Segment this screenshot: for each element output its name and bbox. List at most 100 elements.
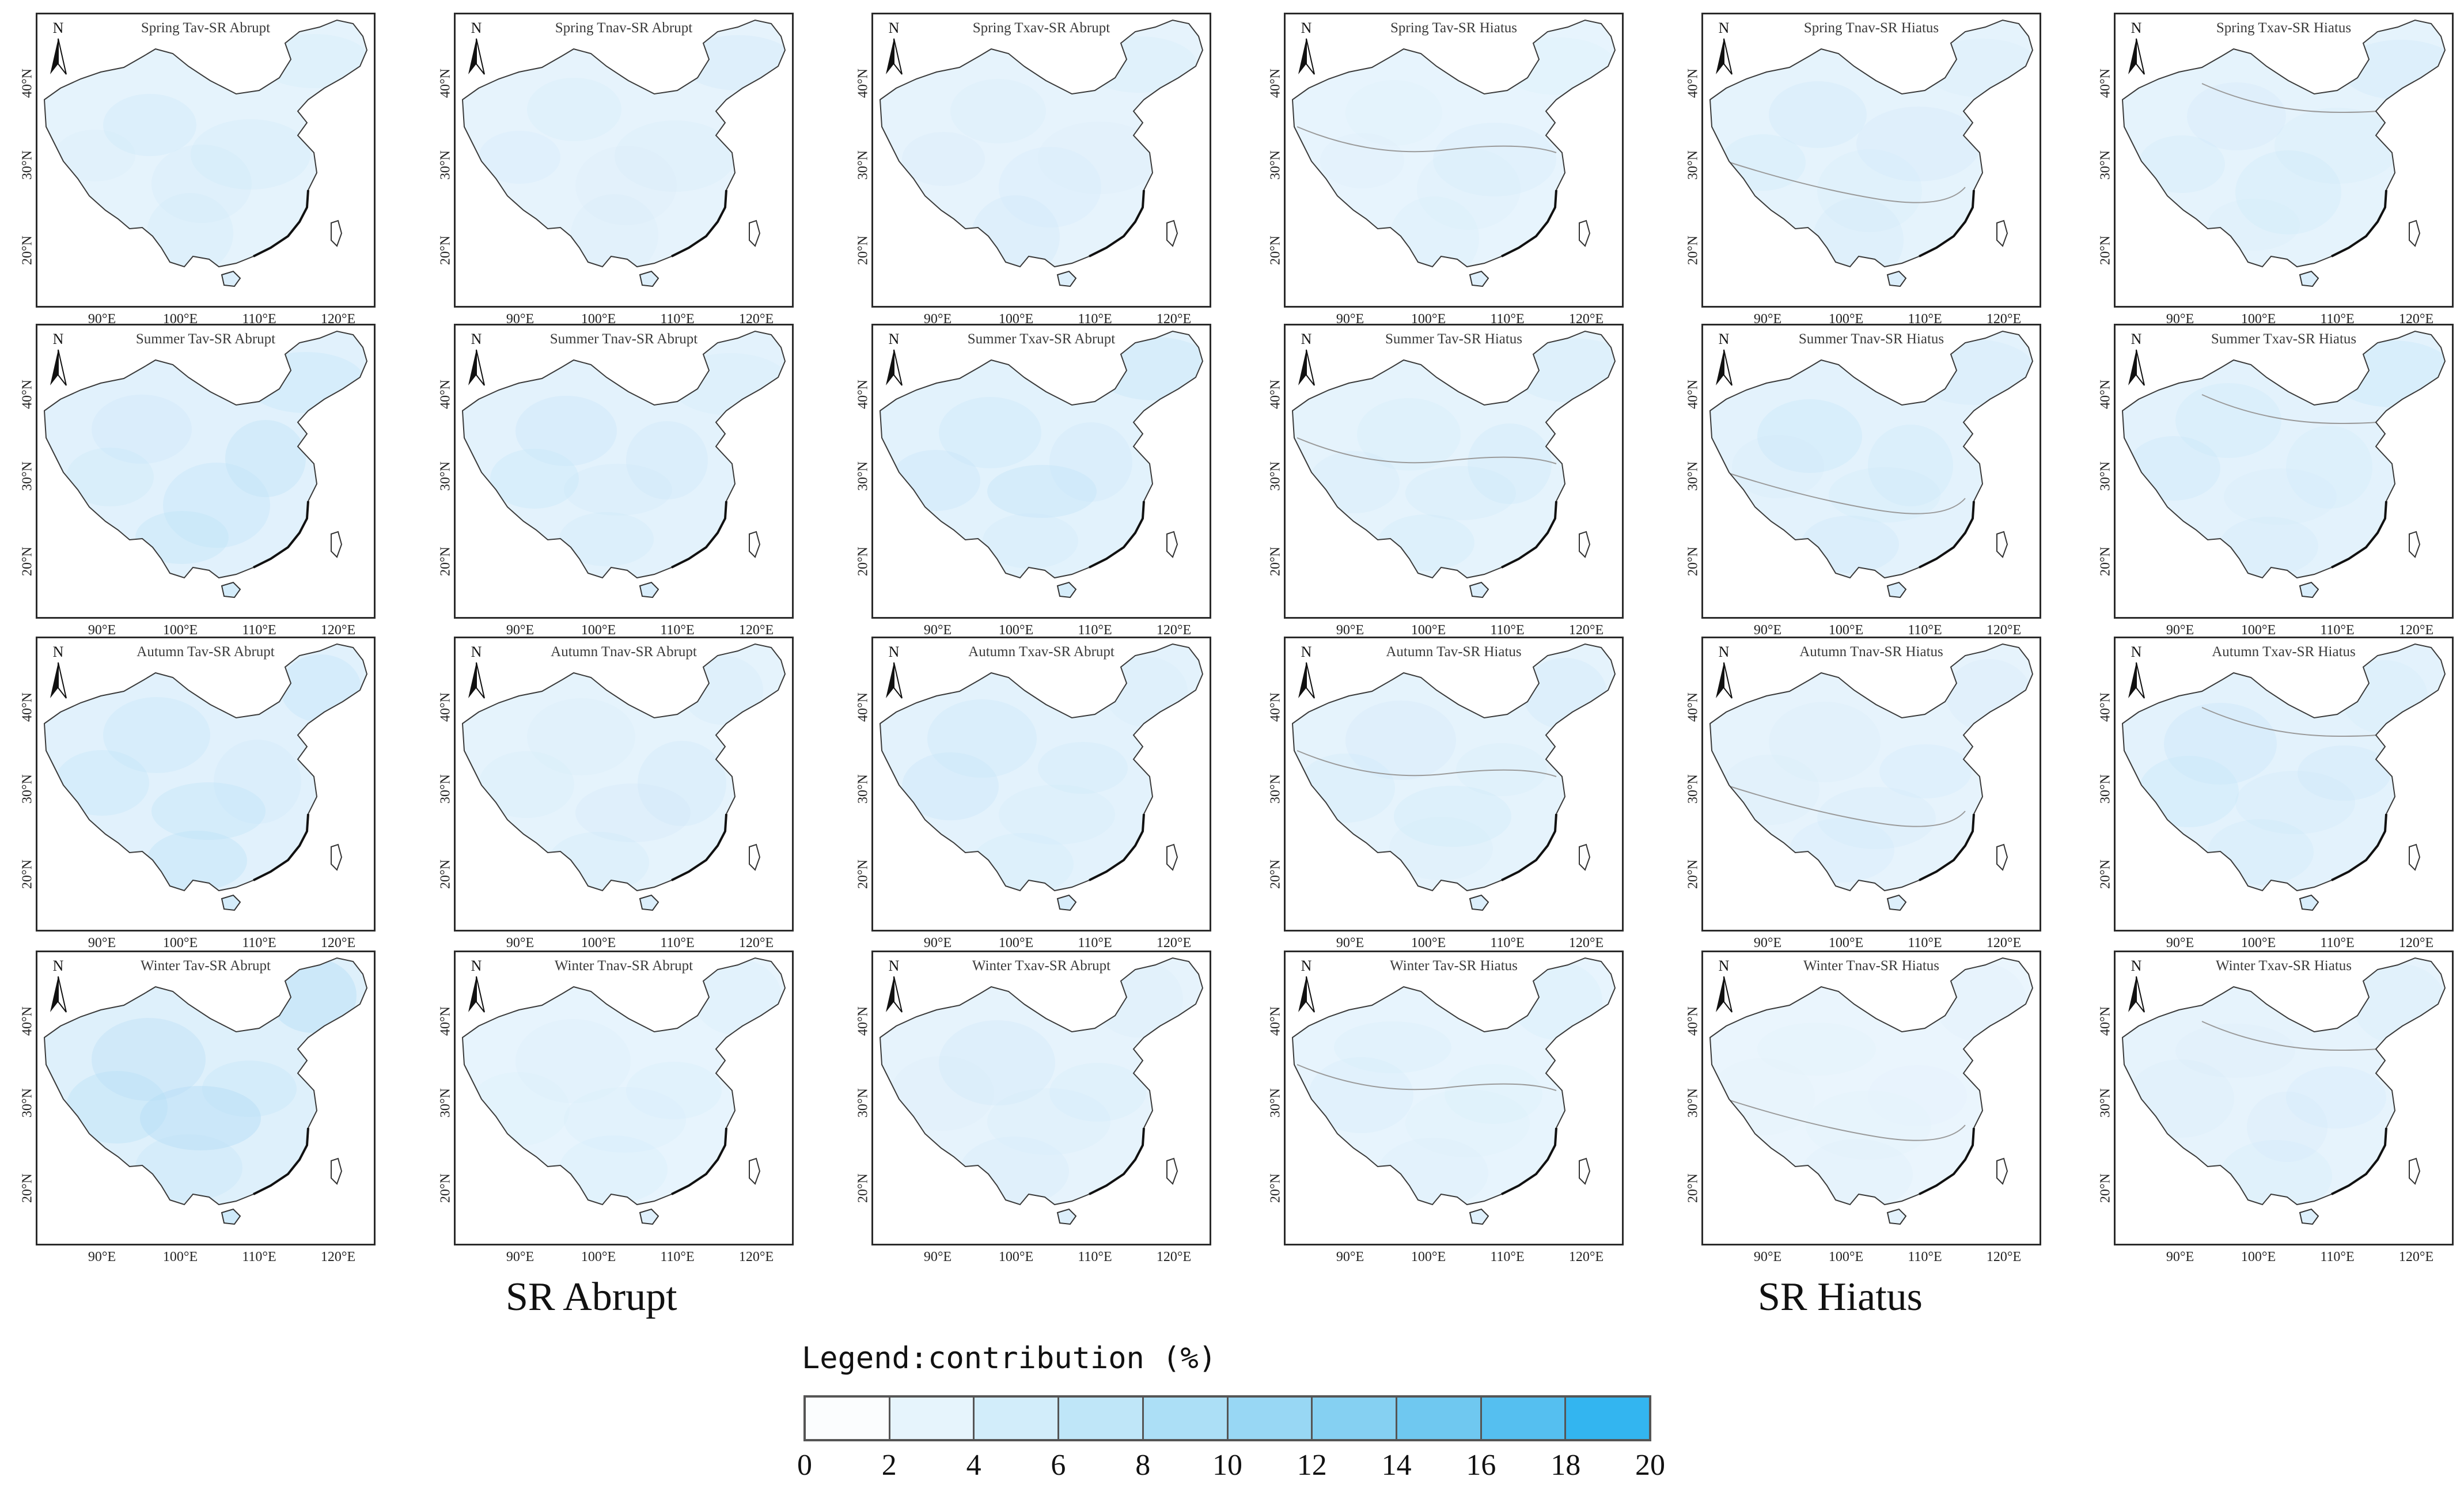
significance-contour: [1297, 1064, 1557, 1091]
panel-title: Autumn Tav-SR Abrupt: [137, 644, 275, 660]
map-panel: N Autumn Tnav-SR Abrupt 90°E 100°E 110°E 12…: [438, 637, 794, 951]
panel-title: Winter Txav-SR Hiatus: [2216, 958, 2352, 974]
x-tick-label: 110°E: [1908, 936, 1942, 951]
taiwan-island: [1996, 531, 2008, 558]
contribution-blob: [1757, 1023, 1876, 1076]
contribution-blob: [1038, 742, 1128, 794]
taiwan-island: [749, 531, 761, 558]
north-label: N: [53, 331, 64, 347]
contribution-blob: [1769, 702, 1881, 782]
country-fill: [1292, 20, 1615, 267]
y-tick-label: 20°N: [438, 236, 453, 265]
y-tick-label: 30°N: [20, 461, 35, 491]
y-tick-label: 40°N: [438, 69, 453, 98]
significance-contour: [1297, 126, 1557, 153]
legend-tick-label: 18: [1551, 1449, 1581, 1482]
x-tick-label: 110°E: [2320, 1250, 2355, 1264]
north-label: N: [1301, 957, 1312, 974]
north-arrow-icon: N: [886, 20, 903, 75]
north-arrow-icon: N: [1298, 643, 1315, 699]
china-map: [461, 643, 786, 911]
contribution-blob: [2286, 426, 2372, 509]
country-fill: [880, 20, 1203, 267]
legend-tick-label: 8: [1135, 1449, 1151, 1482]
x-tick-label: 100°E: [1828, 1250, 1864, 1264]
contribution-blob: [564, 464, 672, 516]
contribution-blob: [1417, 148, 1521, 230]
map-panel: N Summer Tav-SR Hiatus 90°E 100°E 110°E 120…: [1268, 324, 1624, 638]
north-arrow-icon: N: [1298, 20, 1315, 75]
y-tick-label: 30°N: [438, 461, 453, 491]
map-panel: N Winter Tav-SR Hiatus 90°E 100°E 110°E 120…: [1268, 951, 1624, 1264]
north-arrow-icon: N: [2128, 643, 2145, 699]
china-map: [879, 330, 1204, 599]
panel-title: Summer Txav-SR Hiatus: [2211, 331, 2357, 347]
north-label: N: [1301, 643, 1312, 660]
country-outline: [2121, 330, 2446, 579]
north-arrow-icon: N: [2128, 957, 2145, 1013]
north-arrow-icon: N: [886, 957, 903, 1013]
china-map: [43, 330, 368, 599]
north-label: N: [471, 957, 482, 974]
country-outline: [461, 330, 786, 579]
country-outline: [43, 957, 368, 1206]
taiwan-island: [1166, 1157, 1178, 1185]
x-tick-label: 90°E: [923, 936, 952, 951]
panel-title: Spring Tav-SR Abrupt: [141, 20, 271, 36]
contribution-blob: [2139, 135, 2225, 193]
x-tick-label: 90°E: [1753, 1250, 1782, 1264]
coastline: [1501, 501, 1557, 569]
x-tick-label: 90°E: [88, 1250, 116, 1264]
contribution-blob: [151, 145, 252, 223]
y-tick-label: 30°N: [1685, 774, 1701, 804]
china-map: [43, 643, 368, 911]
map-panel: N Spring Tnav-SR Abrupt 90°E 100°E 110°E 12…: [438, 13, 794, 327]
y-tick-label: 20°N: [20, 860, 35, 889]
north-label: N: [471, 331, 482, 347]
y-tick-label: 40°N: [2098, 1006, 2113, 1036]
legend-tick-label: 14: [1381, 1449, 1412, 1482]
contribution-blob: [2208, 199, 2300, 251]
china-map: [1709, 330, 2034, 599]
map-panel: N Winter Tnav-SR Abrupt 90°E 100°E 110°E 12…: [438, 951, 794, 1264]
hainan-island: [639, 894, 659, 911]
contribution-blob: [1049, 422, 1132, 502]
y-tick-label: 30°N: [1685, 150, 1701, 180]
y-tick-label: 30°N: [2098, 461, 2113, 491]
x-tick-label: 120°E: [320, 936, 356, 951]
north-arrow-icon: N: [886, 643, 903, 699]
y-tick-label: 20°N: [438, 860, 453, 889]
map-panel: N Summer Txav-SR Hiatus 90°E 100°E 110°E 12…: [2098, 324, 2454, 638]
x-tick-label: 100°E: [998, 936, 1034, 951]
contribution-blob: [2219, 1140, 2332, 1205]
legend-swatch: [1481, 1398, 1567, 1439]
contribution-blob: [548, 832, 649, 891]
y-tick-label: 40°N: [1685, 380, 1701, 409]
x-tick-label: 90°E: [1336, 623, 1364, 638]
hainan-island: [1056, 270, 1077, 287]
y-tick-label: 20°N: [2098, 1173, 2113, 1203]
contribution-blob: [246, 352, 366, 413]
coastline: [253, 1127, 309, 1195]
x-tick-label: 120°E: [1986, 623, 2022, 638]
map-panel: N Summer Tav-SR Abrupt 90°E 100°E 110°E 120…: [20, 324, 376, 638]
y-tick-label: 30°N: [1268, 150, 1283, 180]
coastline: [1919, 190, 1975, 258]
legend-tick-label: 0: [797, 1449, 812, 1482]
china-map: [1291, 643, 1616, 911]
y-tick-label: 20°N: [2098, 860, 2113, 889]
contribution-blob: [902, 132, 985, 186]
north-arrow-icon: N: [50, 20, 67, 75]
x-tick-label: 120°E: [1156, 1250, 1192, 1264]
country-fill: [44, 644, 367, 891]
contribution-blob: [147, 831, 247, 891]
y-tick-label: 20°N: [438, 547, 453, 576]
north-arrow-icon: N: [2128, 331, 2145, 386]
x-tick-label: 120°E: [738, 936, 774, 951]
contribution-blob: [1320, 133, 1404, 188]
hainan-island: [1886, 581, 1907, 599]
map-panel: N Autumn Tnav-SR Hiatus 90°E 100°E 110°E 12…: [1686, 637, 2041, 951]
y-tick-label: 20°N: [1685, 236, 1701, 265]
x-tick-label: 110°E: [1908, 1250, 1942, 1264]
x-tick-label: 90°E: [88, 623, 116, 638]
